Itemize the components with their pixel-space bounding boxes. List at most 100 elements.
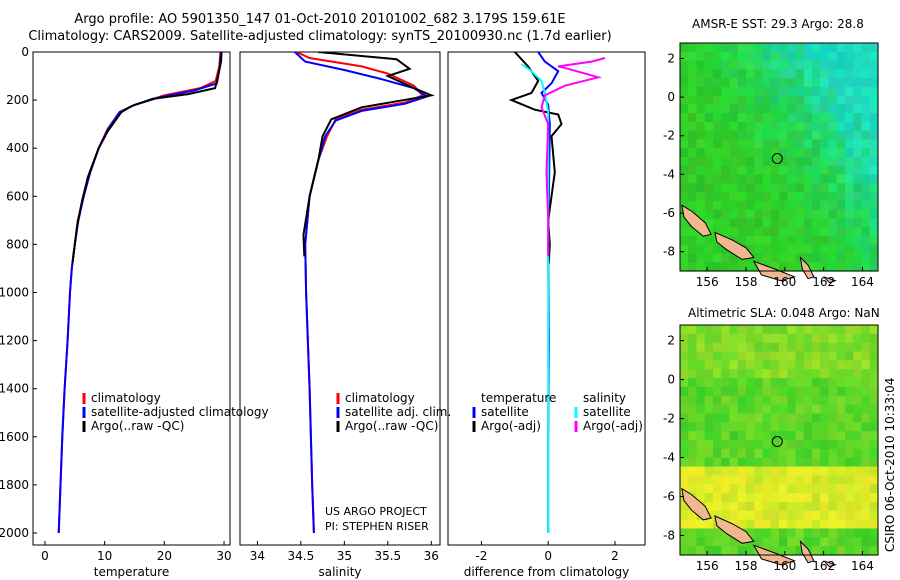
map-cell [861, 475, 871, 485]
map-cell [861, 157, 871, 167]
map-cell [869, 244, 879, 255]
map-cell [836, 235, 846, 246]
map-cell [828, 43, 838, 53]
map-cell [721, 546, 731, 556]
map-cell [737, 333, 747, 344]
map-cell [746, 546, 755, 556]
y-tick-label: 1800 [0, 478, 29, 492]
map-cell [803, 413, 813, 423]
map-cell [779, 440, 788, 450]
island-shape [714, 515, 755, 544]
map-cell [713, 475, 722, 485]
map-cell [762, 95, 772, 105]
map-cell [704, 475, 714, 485]
map-cell [754, 104, 764, 114]
map-cell [853, 369, 863, 379]
map-cell [853, 466, 863, 476]
map-cell [713, 209, 722, 219]
map-cell [836, 192, 846, 202]
map-cell [729, 113, 739, 123]
map-cell [737, 227, 747, 237]
map-cell [737, 262, 747, 272]
map-cell [746, 325, 755, 335]
map-cell [828, 130, 838, 141]
map-cell [713, 165, 722, 176]
map-cell [869, 157, 879, 167]
map-cell [770, 139, 780, 149]
map-cell [803, 528, 813, 538]
map-cell [696, 244, 706, 255]
map-cell [696, 174, 706, 184]
map-cell [795, 235, 805, 246]
map-cell [696, 51, 706, 62]
map-cell [729, 501, 739, 512]
x-tick-label: 35.5 [374, 549, 401, 563]
map-cell [828, 174, 838, 184]
map-cell [680, 200, 689, 211]
map-cell [696, 386, 706, 397]
map-cell [845, 218, 854, 228]
map-cell [869, 165, 879, 176]
map-cell [861, 244, 871, 255]
legend-label: Argo(..raw -QC) [345, 419, 438, 433]
map-cell [803, 86, 813, 97]
map-cell [853, 413, 863, 423]
map-cell [696, 262, 706, 272]
map-cell [737, 395, 747, 406]
map-cell [721, 51, 731, 62]
map-cell [795, 78, 805, 88]
map-cell [737, 130, 747, 141]
map-cell [713, 148, 722, 158]
map-cell [853, 51, 863, 62]
map-cell [746, 165, 755, 176]
map-cell [770, 218, 780, 228]
map-cell [861, 69, 871, 79]
map-cell [853, 360, 863, 370]
map-cell [861, 378, 871, 388]
map-cell [779, 475, 788, 485]
map-cell [770, 333, 780, 344]
map-cell [680, 333, 689, 344]
map-cell [853, 484, 863, 494]
map-cell [845, 104, 854, 114]
map-cell [737, 369, 747, 379]
map-cell [704, 378, 714, 388]
map-cell [803, 378, 813, 388]
map-cell [754, 448, 764, 459]
map-cell [754, 174, 764, 184]
map-cell [696, 86, 706, 97]
map-cell [696, 448, 706, 459]
map-cell [812, 165, 821, 176]
map-cell [869, 192, 879, 202]
map-cell [828, 333, 838, 344]
map-cell [688, 457, 698, 468]
map-cell [680, 121, 689, 132]
map-cell [721, 431, 731, 441]
map-cell [861, 113, 871, 123]
map-sst [679, 42, 879, 284]
map-cell [787, 121, 797, 132]
map-cell [779, 493, 788, 503]
map-cell [770, 431, 780, 441]
map-cell [861, 104, 871, 114]
map-cell [696, 325, 706, 335]
map-cell [737, 378, 747, 388]
map-cell [869, 60, 879, 70]
map-cell [688, 378, 698, 388]
map-cell [795, 369, 805, 379]
map-cell [779, 351, 788, 361]
map-cell [820, 218, 830, 228]
map-cell [812, 86, 821, 97]
map-cell [812, 200, 821, 211]
map-cell [812, 510, 821, 521]
map-cell [779, 431, 788, 441]
series-line-1-1 [294, 52, 430, 534]
map-cell [754, 351, 764, 361]
map-cell [746, 422, 755, 432]
map-cell [688, 235, 698, 246]
map-cell [688, 183, 698, 193]
map-cell [869, 519, 879, 530]
map-cell [845, 51, 854, 62]
map-cell [729, 104, 739, 114]
map-cell [803, 369, 813, 379]
